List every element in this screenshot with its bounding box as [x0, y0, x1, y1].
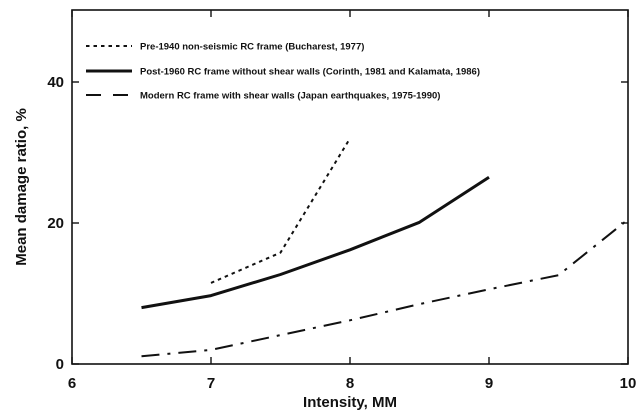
legend-label-3: Modern RC frame with shear walls (Japan … — [140, 91, 440, 102]
y-tick-label: 20 — [47, 215, 64, 232]
y-axis-title: Mean damage ratio, % — [13, 108, 30, 266]
plot-frame — [71, 9, 629, 365]
x-tick-label: 10 — [620, 375, 636, 392]
x-axis-title: Intensity, MM — [303, 394, 397, 411]
series-layer — [141, 137, 629, 358]
x-tick-label: 6 — [68, 375, 76, 392]
y-tick-label: 0 — [56, 356, 64, 373]
x-tick-label: 9 — [485, 375, 493, 392]
x-tick-label: 7 — [207, 375, 215, 392]
legend-label-2: Post-1960 RC frame without shear walls (… — [140, 67, 480, 78]
series-line-1 — [210, 137, 351, 284]
legend: Pre-1940 non-seismic RC frame (Bucharest… — [86, 42, 480, 102]
legend-label-1: Pre-1940 non-seismic RC frame (Bucharest… — [140, 42, 364, 53]
series-line-2 — [141, 175, 490, 310]
series-line-3 — [141, 218, 629, 358]
x-axis: 6 7 8 9 10 — [68, 10, 636, 392]
y-tick-label: 40 — [47, 74, 64, 91]
y-axis: 0 20 40 — [47, 74, 628, 373]
x-tick-label: 8 — [346, 375, 354, 392]
